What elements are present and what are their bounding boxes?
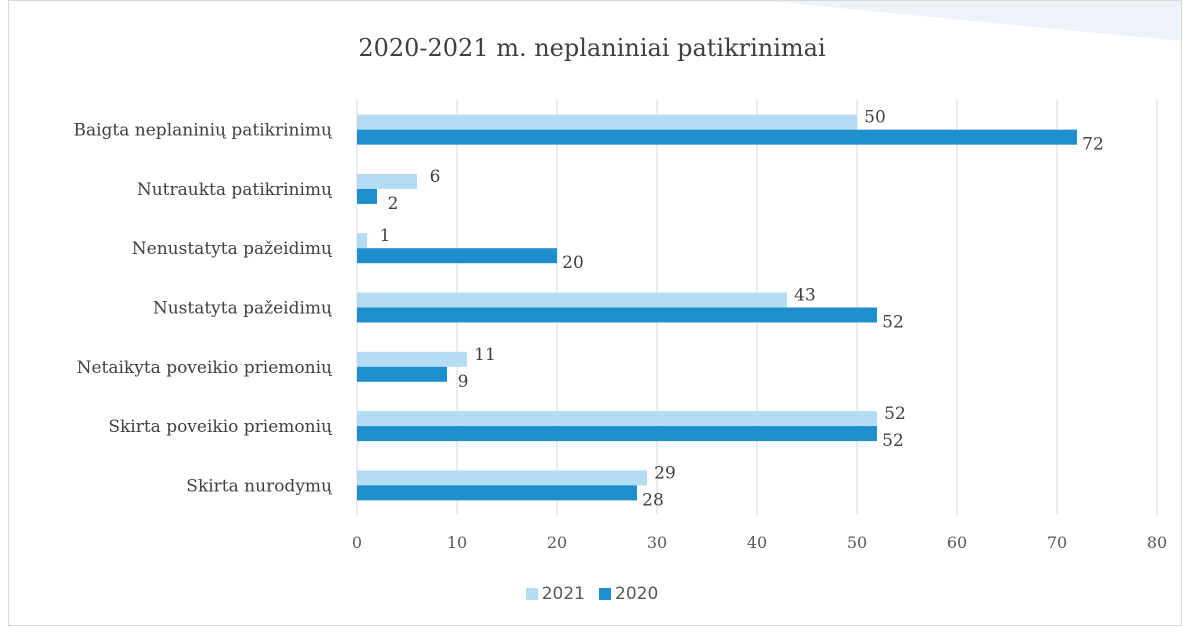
data-label-2021: 6 xyxy=(430,167,441,187)
bar-2020 xyxy=(357,485,637,501)
background-decoration xyxy=(769,1,1181,41)
x-tick-label-30: 30 xyxy=(647,533,667,552)
category-labels: Baigta neplaninių patikrinimų Nutraukta p… xyxy=(73,121,332,497)
category-label: Skirta nurodymų xyxy=(186,476,332,496)
legend-swatch-2020 xyxy=(599,588,611,600)
x-tick-label-20: 20 xyxy=(547,533,567,552)
corner-decoration-shape xyxy=(769,1,1181,41)
x-tick-label-10: 10 xyxy=(447,533,467,552)
x-axis-ticks: 0 10 20 30 40 50 60 70 80 xyxy=(352,533,1167,552)
data-label-2021: 1 xyxy=(380,226,391,246)
bar-2020 xyxy=(357,426,877,442)
legend-swatch-2021 xyxy=(525,588,538,600)
x-tick-label-80: 80 xyxy=(1147,533,1167,552)
legend-label-2021: 2021 xyxy=(541,584,585,604)
category-label: Netaikyta poveikio priemonių xyxy=(77,358,332,378)
legend-label-2020: 2020 xyxy=(615,584,659,604)
data-label-2020: 2 xyxy=(388,194,399,214)
bar-2021 xyxy=(357,411,877,427)
category-label: Nenustatyta pažeidimų xyxy=(132,239,332,259)
data-labels: 50 72 6 2 1 20 43 52 119 52 52 29 28 xyxy=(380,108,1104,511)
x-tick-label-50: 50 xyxy=(847,533,867,552)
bar-2021 xyxy=(357,173,417,189)
data-label-2021: 52 xyxy=(884,404,906,424)
category-label: Nutraukta patikrinimų xyxy=(137,180,332,200)
data-label-2020: 52 xyxy=(882,431,904,451)
legend: 2021 2020 xyxy=(0,584,1184,604)
data-label-2020: 72 xyxy=(1082,135,1104,155)
bar-2020 xyxy=(357,307,877,323)
bar-2021 xyxy=(357,292,787,308)
bar-2021 xyxy=(357,351,467,367)
data-label-2020: 28 xyxy=(642,490,664,510)
data-label-2021: 50 xyxy=(864,108,886,128)
data-label-2021: 29 xyxy=(654,463,676,483)
bar-2020 xyxy=(357,129,1077,145)
bar-2020 xyxy=(357,188,377,204)
x-tick-label-0: 0 xyxy=(352,533,362,552)
bar-2021 xyxy=(357,233,367,249)
data-label-2020: 9 xyxy=(458,372,469,392)
legend-item-2020: 2020 xyxy=(599,584,658,604)
bar-2021 xyxy=(357,470,647,486)
bar-2021 xyxy=(357,114,857,130)
x-tick-label-40: 40 xyxy=(747,533,767,552)
data-label-2021: 11 xyxy=(474,345,496,365)
legend-item-2021: 2021 xyxy=(525,584,585,604)
data-label-2020: 20 xyxy=(562,253,584,273)
x-tick-label-60: 60 xyxy=(947,533,967,552)
data-label-2021: 43 xyxy=(794,286,816,306)
category-label: Skirta poveikio priemonių xyxy=(108,417,332,437)
category-label: Baigta neplaninių patikrinimų xyxy=(73,121,332,141)
bars xyxy=(357,114,1077,501)
category-label: Nustatyta pažeidimų xyxy=(153,299,332,319)
bar-2020 xyxy=(357,248,557,264)
x-tick-label-70: 70 xyxy=(1047,533,1067,552)
chart-title: 2020-2021 m. neplaniniai patikrinimai xyxy=(358,34,826,62)
bar-2020 xyxy=(357,366,447,382)
data-label-2020: 52 xyxy=(882,313,904,333)
